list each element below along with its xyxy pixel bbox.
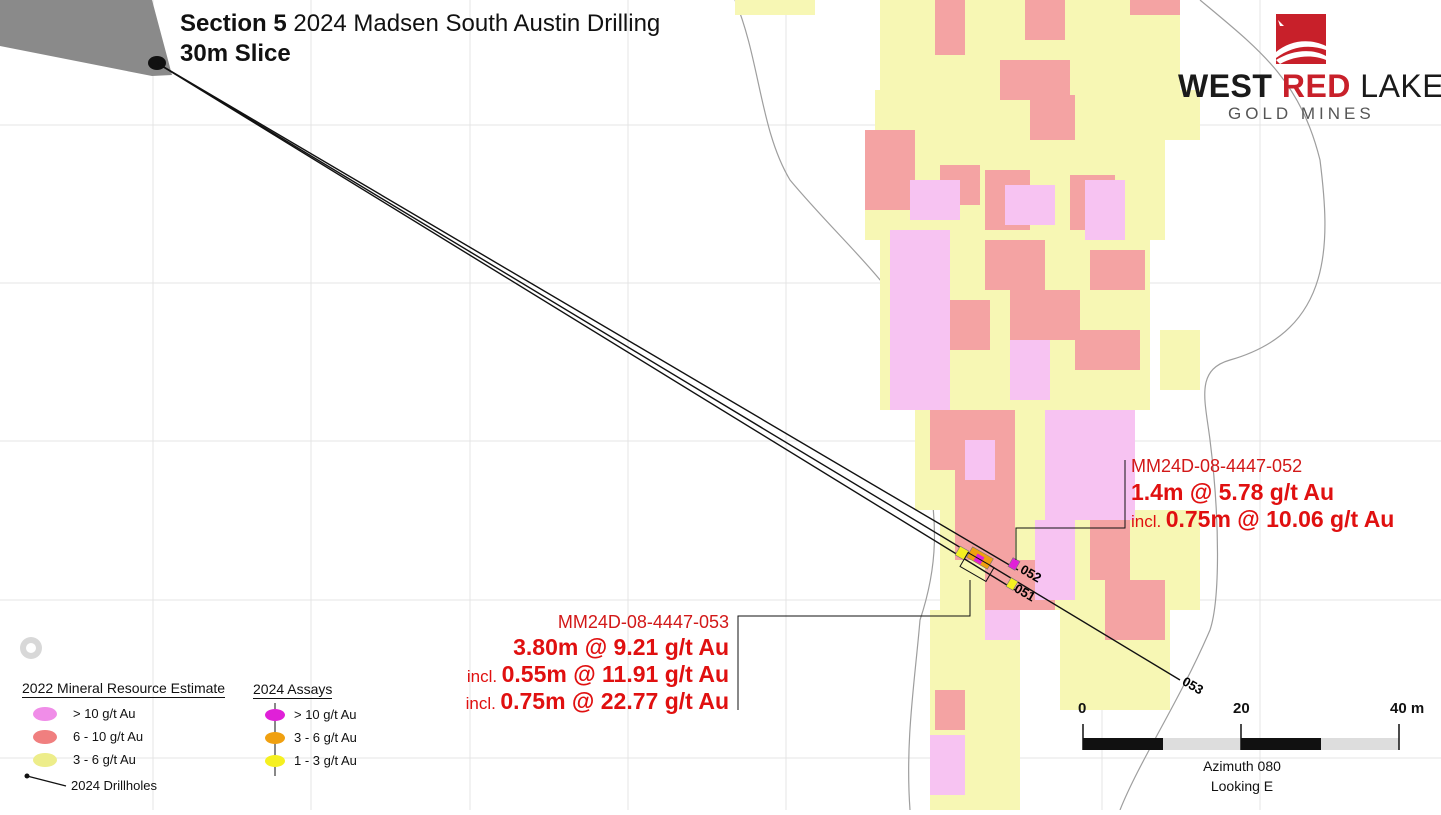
legend-mre-gt10: > 10 g/t Au <box>73 706 136 721</box>
slice-label: 30m Slice <box>180 40 291 67</box>
hole-053-incl1-prefix: incl. <box>466 667 498 686</box>
legend-assay-title: 2024 Assays <box>253 681 333 699</box>
logo-word-red: RED <box>1281 68 1351 104</box>
hole-052-name: MM24D-08-4447-052 <box>1131 456 1303 476</box>
logo-wordmark: WEST RED LAKE <box>1178 68 1441 105</box>
drillholes <box>156 62 1181 681</box>
legend-assay-1-3: 1 - 3 g/t Au <box>294 753 357 768</box>
callout-leader-052 <box>1015 460 1126 560</box>
hole-052-incl-prefix: incl. <box>1131 512 1162 531</box>
hole-053-incl1-value: 0.55m @ 11.91 g/t Au <box>501 661 729 687</box>
hole-053-incl-2: incl. 0.75m @ 22.77 g/t Au <box>466 688 729 715</box>
drillhole-053-trace <box>156 62 1181 681</box>
contact-line-right <box>1119 0 1326 811</box>
hole-053-name: MM24D-08-4447-053 <box>557 612 729 632</box>
scale-bar <box>1082 724 1400 750</box>
logo-word-west: WEST <box>1178 68 1273 104</box>
legend-symbols <box>24 703 285 787</box>
scale-tick-40: 40 m <box>1390 700 1425 717</box>
compass-icon <box>20 637 42 659</box>
logo-subtitle: GOLD MINES <box>1228 104 1375 123</box>
logo-word-lake: LAKE <box>1360 68 1441 104</box>
hole-053-incl2-prefix: incl. <box>465 694 496 713</box>
mre-6-10-blocks <box>865 0 1180 730</box>
assay-intervals <box>954 545 1021 591</box>
hole-052-incl-value: 0.75m @ 10.06 g/t Au <box>1165 506 1395 532</box>
hole-052-incl: incl. 0.75m @ 10.06 g/t Au <box>1131 506 1394 533</box>
map-title: Section 5 2024 Madsen South Austin Drill… <box>180 10 660 38</box>
title-subtitle: 2024 Madsen South Austin Drilling <box>293 10 661 37</box>
underground-drift <box>0 0 172 76</box>
hole-053-incl2-value: 0.75m @ 22.77 g/t Au <box>500 688 729 714</box>
legend-mre-3-6: 3 - 6 g/t Au <box>73 752 136 767</box>
hole-053-main-intercept: 3.80m @ 9.21 g/t Au <box>513 634 729 660</box>
legend-mre-title: 2022 Mineral Resource Estimate <box>22 680 226 698</box>
callout-leader-053 <box>737 580 971 710</box>
hole-053-incl-1: incl. 0.55m @ 11.91 g/t Au <box>467 661 729 688</box>
hole-052-main-intercept: 1.4m @ 5.78 g/t Au <box>1131 479 1335 505</box>
scale-tick-20: 20 <box>1233 700 1250 717</box>
drillhole-051-trace <box>156 62 1016 591</box>
scale-tick-0: 0 <box>1078 700 1087 717</box>
azimuth-label: Azimuth 080 <box>1203 758 1281 774</box>
looking-label: Looking E <box>1210 778 1274 794</box>
legend-assay-gt10: > 10 g/t Au <box>294 707 357 722</box>
section-label: Section 5 <box>180 10 287 37</box>
legend-drillholes: 2024 Drillholes <box>71 778 157 793</box>
mre-gt10-blocks <box>890 180 1135 795</box>
mre-3-6-blocks <box>735 0 1200 810</box>
drillhole-052-trace <box>156 62 1019 571</box>
legend-mre-6-10: 6 - 10 g/t Au <box>73 729 144 744</box>
legend-assay-3-6: 3 - 6 g/t Au <box>294 730 357 745</box>
west-red-lake-logo-mark <box>1276 14 1326 64</box>
